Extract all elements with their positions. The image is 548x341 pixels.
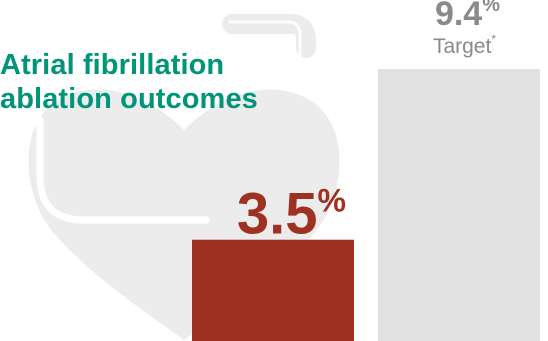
category-label-target-text: Target [433,35,492,58]
data-label-target-value: 9.4 [435,0,482,33]
bar-ours [192,240,354,341]
data-label-ours-value: 3.5 [237,182,318,247]
data-label-ours: 3.5% [237,182,346,247]
data-label-target: 9.4% [435,0,500,33]
data-label-target-unit: % [482,0,500,16]
category-label-target-footnote-mark: * [491,32,496,46]
bar-target [378,69,540,341]
data-label-ours-unit: % [318,183,346,219]
category-label-target: Target* [433,32,496,58]
